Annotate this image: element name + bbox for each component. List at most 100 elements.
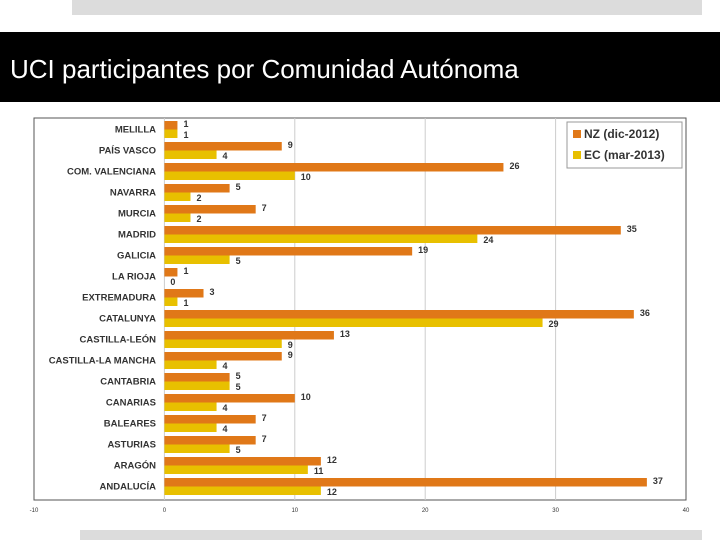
bar-nz bbox=[164, 163, 504, 172]
data-label-nz: 9 bbox=[288, 140, 293, 150]
data-label-nz: 5 bbox=[236, 182, 241, 192]
top-decor-bar bbox=[72, 0, 702, 15]
category-label: GALICIA bbox=[117, 251, 156, 262]
data-label-ec: 4 bbox=[223, 403, 228, 413]
data-label-ec: 1 bbox=[183, 130, 188, 140]
bar-ec bbox=[164, 213, 191, 222]
bar-nz bbox=[164, 310, 634, 319]
category-label: MELILLA bbox=[115, 125, 156, 136]
bar-nz bbox=[164, 184, 230, 193]
category-label: BALEARES bbox=[104, 419, 156, 430]
bar-ec bbox=[164, 381, 230, 390]
category-label: CASTILLA-LA MANCHA bbox=[49, 356, 156, 367]
legend-swatch-ec bbox=[573, 151, 581, 159]
data-label-ec: 5 bbox=[236, 382, 241, 392]
bar-ec bbox=[164, 486, 321, 495]
data-label-ec: 24 bbox=[483, 235, 493, 245]
bar-nz bbox=[164, 331, 334, 340]
data-label-ec: 10 bbox=[301, 172, 311, 182]
x-tick-label: 30 bbox=[552, 508, 559, 514]
data-label-nz: 35 bbox=[627, 224, 637, 234]
bar-ec bbox=[164, 423, 217, 432]
data-label-ec: 5 bbox=[236, 256, 241, 266]
data-label-ec: 11 bbox=[314, 466, 324, 476]
data-label-nz: 7 bbox=[262, 203, 267, 213]
legend-entry-nz: NZ (dic-2012) bbox=[584, 127, 659, 141]
x-tick-label: 40 bbox=[683, 508, 690, 514]
bar-ec bbox=[164, 339, 282, 348]
bottom-decor-bar bbox=[80, 530, 702, 540]
data-label-nz: 36 bbox=[640, 308, 650, 318]
category-label: ASTURIAS bbox=[107, 440, 156, 451]
bar-nz bbox=[164, 226, 621, 235]
data-label-ec: 12 bbox=[327, 487, 337, 497]
data-label-ec: 0 bbox=[170, 277, 175, 287]
bar-ec bbox=[164, 234, 478, 243]
bar-nz bbox=[164, 289, 204, 298]
legend-swatch-nz bbox=[573, 130, 581, 138]
category-label: CANARIAS bbox=[106, 398, 156, 409]
bar-nz bbox=[164, 352, 282, 361]
legend-box bbox=[566, 121, 683, 169]
data-label-ec: 4 bbox=[223, 151, 228, 161]
data-label-ec: 4 bbox=[223, 361, 228, 371]
category-label: ANDALUCÍA bbox=[100, 482, 157, 493]
bar-nz bbox=[164, 205, 256, 214]
data-label-nz: 7 bbox=[262, 434, 267, 444]
data-label-ec: 5 bbox=[236, 445, 241, 455]
bar-nz bbox=[164, 478, 647, 487]
bar-nz bbox=[164, 268, 178, 277]
category-label: NAVARRA bbox=[110, 188, 156, 199]
x-tick-label: -10 bbox=[30, 508, 39, 514]
bar-ec bbox=[164, 255, 230, 264]
data-label-ec: 9 bbox=[288, 340, 293, 350]
bar-ec bbox=[164, 150, 217, 159]
data-label-nz: 5 bbox=[236, 371, 241, 381]
bar-nz bbox=[164, 457, 321, 466]
bar-ec bbox=[164, 129, 178, 138]
data-label-nz: 3 bbox=[210, 287, 215, 297]
bar-nz bbox=[164, 142, 282, 151]
bar-ec bbox=[164, 402, 217, 411]
data-label-nz: 1 bbox=[183, 119, 188, 129]
data-label-nz: 1 bbox=[183, 266, 188, 276]
category-label: PAÍS VASCO bbox=[99, 146, 156, 157]
data-label-nz: 37 bbox=[653, 476, 663, 486]
legend-entry-ec: EC (mar-2013) bbox=[584, 148, 665, 162]
bar-nz bbox=[164, 373, 230, 382]
bar-ec bbox=[164, 360, 217, 369]
bar-ec bbox=[164, 465, 308, 474]
bar-nz bbox=[164, 415, 256, 424]
data-label-ec: 2 bbox=[196, 214, 201, 224]
data-label-ec: 29 bbox=[549, 319, 559, 329]
data-label-nz: 9 bbox=[288, 350, 293, 360]
x-tick-label: 0 bbox=[163, 508, 167, 514]
x-tick-label: 10 bbox=[291, 508, 298, 514]
data-label-nz: 10 bbox=[301, 392, 311, 402]
bar-nz bbox=[164, 394, 295, 403]
x-tick-label: 20 bbox=[422, 508, 429, 514]
bar-nz bbox=[164, 436, 256, 445]
data-label-nz: 13 bbox=[340, 329, 350, 339]
data-label-nz: 19 bbox=[418, 245, 428, 255]
bar-ec bbox=[164, 318, 543, 327]
data-label-ec: 1 bbox=[183, 298, 188, 308]
category-label: ARAGÓN bbox=[114, 460, 156, 472]
data-label-ec: 4 bbox=[223, 424, 228, 434]
title-band bbox=[0, 32, 720, 102]
category-label: MURCIA bbox=[118, 209, 156, 220]
data-label-ec: 2 bbox=[196, 193, 201, 203]
data-label-nz: 26 bbox=[509, 161, 519, 171]
data-label-nz: 12 bbox=[327, 455, 337, 465]
data-label-nz: 7 bbox=[262, 413, 267, 423]
category-label: COM. VALENCIANA bbox=[67, 167, 156, 178]
bar-nz bbox=[164, 247, 413, 256]
category-label: CASTILLA-LEÓN bbox=[79, 334, 156, 346]
bar-ec bbox=[164, 297, 178, 306]
bar-ec bbox=[164, 192, 191, 201]
bar-ec bbox=[164, 444, 230, 453]
bar-nz bbox=[164, 121, 178, 130]
category-label: CATALUNYA bbox=[99, 314, 156, 325]
category-label: LA RIOJA bbox=[112, 272, 156, 283]
